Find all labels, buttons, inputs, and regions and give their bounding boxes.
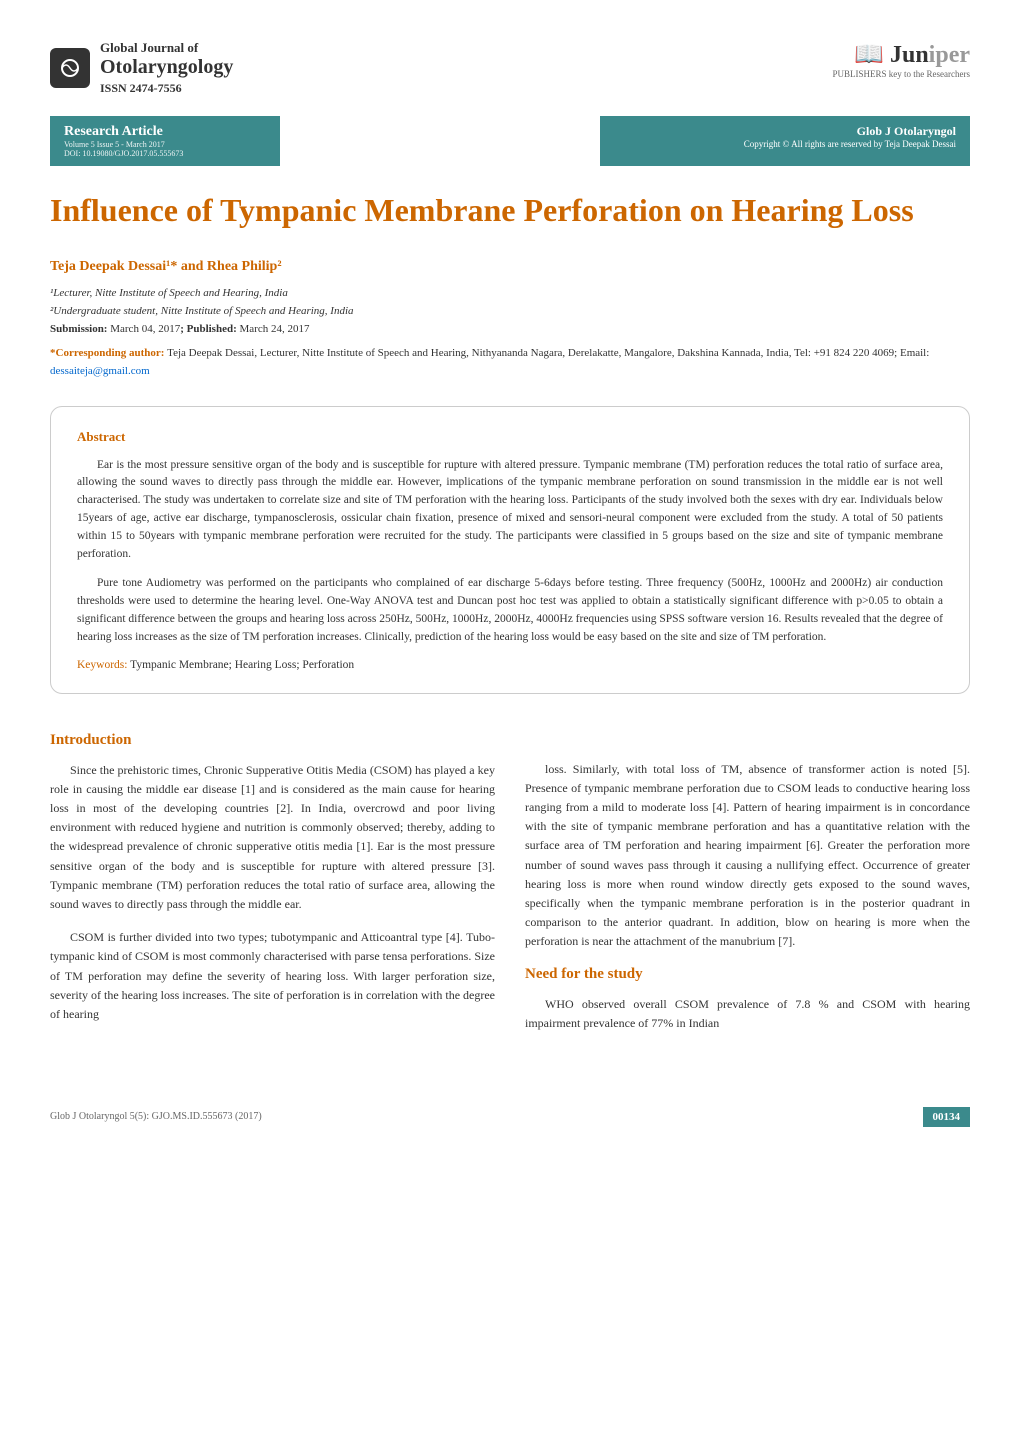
volume-issue: Volume 5 Issue 5 - March 2017: [64, 140, 266, 149]
authors: Teja Deepak Dessai¹* and Rhea Philip²: [50, 259, 970, 275]
submission-label: Submission:: [50, 323, 107, 335]
need-heading: Need for the study: [525, 966, 970, 983]
journal-icon: [50, 48, 90, 88]
corresponding-label: *Corresponding author:: [50, 347, 167, 359]
page-number: 00134: [923, 1107, 971, 1127]
journal-name-prefix: Global Journal of: [100, 40, 233, 56]
introduction-heading: Introduction: [50, 732, 495, 749]
journal-issn: ISSN 2474-7556: [100, 81, 233, 96]
copyright: Copyright © All rights are reserved by T…: [614, 139, 956, 149]
corresponding-text: Teja Deepak Dessai, Lecturer, Nitte Inst…: [167, 347, 929, 359]
dates: Submission: March 04, 2017; Published: M…: [50, 323, 970, 335]
keywords-text: Tympanic Membrane; Hearing Loss; Perfora…: [130, 659, 354, 671]
article-title: Influence of Tympanic Membrane Perforati…: [50, 191, 970, 229]
footer-citation: Glob J Otolaryngol 5(5): GJO.MS.ID.55567…: [50, 1111, 262, 1122]
banner-right: Glob J Otolaryngol Copyright © All right…: [600, 116, 970, 166]
abstract-para-1: Ear is the most pressure sensitive organ…: [77, 457, 943, 564]
affiliation-2: ²Undergraduate student, Nitte Institute …: [50, 305, 970, 317]
banner-left: Research Article Volume 5 Issue 5 - Marc…: [50, 116, 280, 166]
journal-info: Global Journal of Otolaryngology ISSN 24…: [100, 40, 233, 96]
published-date: March 24, 2017: [237, 323, 310, 335]
publisher-logo: 📖 Juniper PUBLISHERS key to the Research…: [833, 40, 970, 79]
abstract-para-2: Pure tone Audiometry was performed on th…: [77, 575, 943, 646]
article-type: Research Article: [64, 124, 266, 140]
publisher-name: 📖 Juniper: [833, 40, 970, 69]
journal-name-main: Otolaryngology: [100, 56, 233, 79]
publisher-tagline: PUBLISHERS key to the Researchers: [833, 69, 970, 79]
corresponding-author: *Corresponding author: Teja Deepak Dessa…: [50, 345, 970, 380]
keywords: Keywords: Tympanic Membrane; Hearing Los…: [77, 659, 943, 671]
abstract-heading: Abstract: [77, 429, 943, 445]
intro-para-2: CSOM is further divided into two types; …: [50, 928, 495, 1024]
publisher-logo-icon: 📖: [854, 42, 890, 68]
column-left: Introduction Since the prehistoric times…: [50, 724, 495, 1047]
journal-short: Glob J Otolaryngol: [614, 124, 956, 139]
corresponding-email[interactable]: dessaiteja@gmail.com: [50, 365, 150, 377]
intro-para-3: loss. Similarly, with total loss of TM, …: [525, 760, 970, 952]
column-right: loss. Similarly, with total loss of TM, …: [525, 724, 970, 1047]
need-para-1: WHO observed overall CSOM prevalence of …: [525, 995, 970, 1033]
submission-date: March 04, 2017: [107, 323, 180, 335]
article-banner: Research Article Volume 5 Issue 5 - Marc…: [50, 116, 970, 166]
footer: Glob J Otolaryngol 5(5): GJO.MS.ID.55567…: [50, 1097, 970, 1127]
intro-para-1: Since the prehistoric times, Chronic Sup…: [50, 761, 495, 915]
keywords-label: Keywords:: [77, 659, 130, 671]
abstract-box: Abstract Ear is the most pressure sensit…: [50, 406, 970, 694]
header: Global Journal of Otolaryngology ISSN 24…: [50, 40, 970, 96]
published-label: ; Published:: [180, 323, 237, 335]
journal-branding: Global Journal of Otolaryngology ISSN 24…: [50, 40, 233, 96]
body-columns: Introduction Since the prehistoric times…: [50, 724, 970, 1047]
doi: DOI: 10.19080/GJO.2017.05.555673: [64, 149, 266, 158]
affiliation-1: ¹Lecturer, Nitte Institute of Speech and…: [50, 287, 970, 299]
